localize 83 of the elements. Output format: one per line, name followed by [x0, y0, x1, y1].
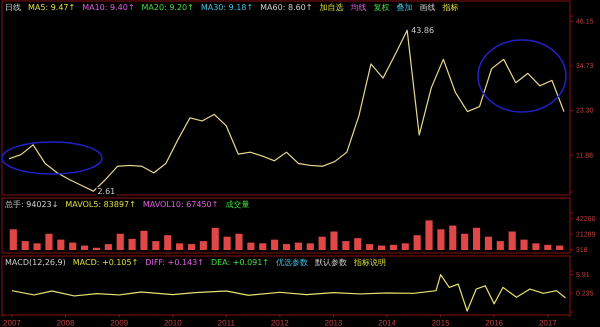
text: 复权: [373, 3, 390, 12]
text: 指标说明: [353, 258, 386, 267]
annotation: 43.86: [411, 26, 434, 36]
bar: [508, 232, 516, 250]
bar: [176, 243, 184, 250]
bar: [188, 244, 196, 250]
bar: [152, 241, 160, 250]
bar: [10, 229, 17, 250]
bar: [104, 244, 112, 250]
bar: [354, 238, 362, 250]
text: 加自选: [319, 3, 344, 12]
text: MACD: +0.105↑: [72, 258, 138, 267]
bar: [81, 246, 88, 250]
text: DEA: +0.091↑: [210, 258, 270, 267]
text: DIFF: +0.143↑: [145, 258, 204, 267]
bar: [259, 243, 266, 250]
text: 成交量: [225, 200, 250, 209]
bar: [437, 229, 444, 250]
bar: [271, 240, 278, 250]
x-tick-label: 2015: [432, 318, 450, 327]
bar: [556, 246, 564, 250]
x-tick-label: 2014: [378, 318, 397, 327]
x-tick-label: 2012: [270, 318, 290, 327]
text: MA30: 9.18↑: [200, 3, 254, 12]
bar: [532, 243, 540, 250]
text: 优选参数: [276, 258, 308, 267]
bar: [306, 243, 314, 250]
bar: [461, 234, 468, 250]
bar: [200, 241, 207, 250]
text: MACD(12,26,9): [5, 258, 66, 267]
x-tick-label: 2016: [485, 318, 504, 327]
text: MAVOL10: 67450↑: [142, 200, 218, 209]
bar: [318, 236, 326, 250]
bar: [402, 243, 409, 250]
text: 指标: [441, 3, 458, 12]
x-tick-label: 2011: [218, 318, 236, 327]
bar: [342, 241, 350, 250]
bar: [294, 242, 302, 250]
x-tick-label: 2009: [110, 318, 129, 327]
bar: [484, 236, 492, 250]
bar: [496, 241, 504, 250]
x-tick-label: 2007: [3, 318, 22, 327]
annotation: 2.61: [97, 187, 116, 196]
bar: [128, 238, 136, 250]
bar: [247, 242, 254, 250]
x-tick-label: 2010: [164, 318, 182, 327]
line-series: [11, 274, 566, 312]
x-tick-label: 2008: [56, 318, 75, 327]
text: 默认参数: [314, 258, 348, 267]
bar: [414, 235, 421, 250]
text: MA10: 9.40↑: [82, 3, 135, 12]
bar: [544, 244, 552, 250]
bar: [69, 242, 76, 250]
x-tick-label: 2017: [538, 318, 558, 327]
bar: [449, 226, 456, 250]
bar: [140, 230, 148, 250]
text: MAVOL5: 83897↑: [65, 200, 136, 209]
text: 总手: 94023↓: [4, 200, 58, 209]
bar: [212, 228, 219, 250]
bar: [472, 228, 480, 250]
bar: [57, 240, 64, 250]
text: MA5: 9.47↑: [28, 3, 76, 12]
bar: [390, 244, 397, 250]
bar: [34, 243, 41, 250]
bar: [22, 241, 29, 250]
text: MA60: 8.60↑: [260, 3, 312, 12]
bar: [520, 240, 528, 250]
text: 日线: [5, 3, 21, 12]
text: 叠加: [396, 3, 412, 12]
bar: [282, 244, 290, 250]
text: 画线: [419, 3, 436, 12]
text: 均线: [349, 3, 366, 12]
bar: [235, 234, 243, 250]
bar: [378, 246, 386, 250]
bar: [45, 234, 53, 250]
bar: [224, 236, 231, 250]
text: MA20: 9.20↑: [142, 3, 194, 12]
bar: [425, 220, 433, 250]
bar: [116, 234, 124, 250]
bar: [164, 235, 172, 250]
x-tick-label: 2013: [324, 318, 343, 327]
bar: [330, 232, 338, 250]
bar: [366, 244, 374, 250]
